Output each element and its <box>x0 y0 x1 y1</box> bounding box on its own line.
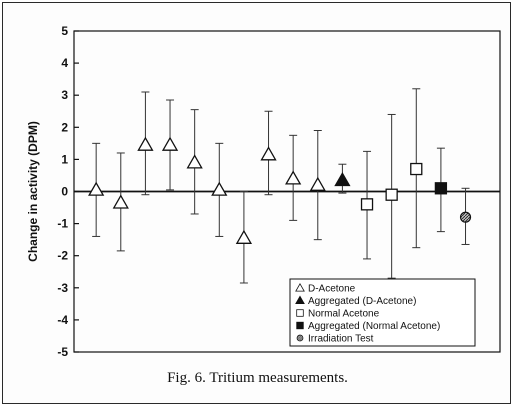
data-point <box>385 188 398 201</box>
data-point <box>211 181 228 196</box>
legend-box <box>289 278 476 347</box>
data-point <box>235 229 253 244</box>
y-tick-label: 3 <box>61 88 68 102</box>
y-axis-title: Change in activity (DPM) <box>26 121 40 262</box>
legend-marker <box>296 321 304 330</box>
series-d-acetone <box>88 91 326 284</box>
data-point <box>459 211 472 223</box>
legend-marker <box>295 283 305 292</box>
y-tick-label: 4 <box>61 56 68 70</box>
series-normal-acetone <box>360 88 423 279</box>
legend-label: Normal Acetone <box>308 309 380 320</box>
legend-label: Irradiation Test <box>308 334 374 345</box>
data-point <box>434 182 448 195</box>
legend-marker-shape <box>296 321 304 330</box>
data-point <box>334 171 351 187</box>
legend-label: D-Acetone <box>308 284 356 295</box>
y-tick-label: -2 <box>57 249 68 263</box>
y-tick-label: -4 <box>57 313 68 327</box>
data-point <box>285 170 302 185</box>
data-point <box>161 136 179 151</box>
data-point <box>186 154 203 169</box>
data-point <box>360 198 374 211</box>
y-tick-label: 5 <box>61 24 68 38</box>
legend-marker-shape <box>296 334 304 342</box>
y-tick-label: -3 <box>57 281 68 295</box>
series-irradiation-test <box>459 187 472 245</box>
y-tick-label: 2 <box>61 120 68 134</box>
legend-label: Aggregated (Normal Acetone) <box>308 321 440 332</box>
legend-marker <box>295 295 305 305</box>
legend-marker-shape <box>296 309 304 317</box>
y-tick-label: 0 <box>61 185 68 199</box>
data-point <box>260 146 277 161</box>
y-tick-label: -1 <box>57 217 68 231</box>
legend-marker-shape <box>295 295 305 305</box>
legend-marker-shape <box>295 283 305 292</box>
data-point <box>410 162 423 176</box>
y-tick-label: -5 <box>57 345 68 359</box>
y-tick-label: 1 <box>61 152 68 166</box>
series-aggregated-normal-acetone <box>434 147 448 233</box>
data-point <box>137 136 154 151</box>
data-point <box>309 176 326 191</box>
series-aggregated-d-acetone <box>334 163 351 194</box>
figure-caption: Fig. 6. Tritium measurements. <box>167 370 348 386</box>
data-point <box>88 181 105 196</box>
legend-marker <box>296 309 304 317</box>
data-point <box>112 194 129 209</box>
legend-label: Aggregated (D-Acetone) <box>308 296 416 307</box>
legend-marker <box>296 334 304 342</box>
